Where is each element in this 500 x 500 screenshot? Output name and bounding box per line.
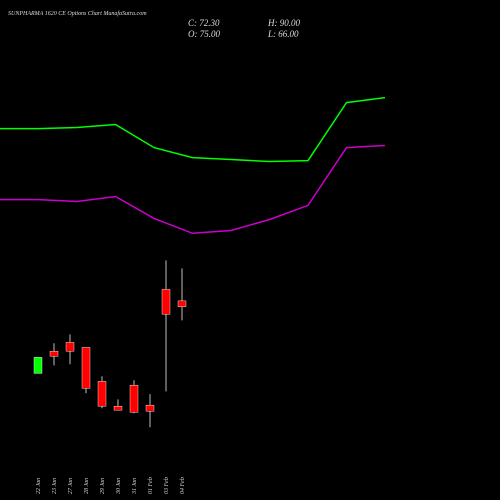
chart-title: SUNPHARMA 1620 CE Options Chart MunafaSu… bbox=[8, 10, 147, 17]
candle-body bbox=[145, 404, 155, 412]
x-tick-label: 30 Jan bbox=[116, 478, 122, 495]
band-line bbox=[0, 144, 386, 235]
candle-body bbox=[113, 406, 123, 411]
candle-body bbox=[97, 381, 107, 407]
candle-body bbox=[33, 357, 43, 374]
candle-body bbox=[65, 342, 75, 352]
x-tick-label: 22 Jan bbox=[36, 478, 42, 494]
x-tick-label: 03 Feb bbox=[164, 477, 170, 494]
x-tick-label: 27 Jan bbox=[68, 478, 74, 494]
x-tick-label: 29 Jan bbox=[100, 478, 106, 494]
open-label: O: 75.00 bbox=[188, 29, 220, 39]
x-tick-label: 04 Feb bbox=[179, 477, 186, 494]
x-tick-label: 23 Jan bbox=[52, 478, 58, 494]
band-line bbox=[0, 96, 386, 163]
x-tick-label: 28 Jan bbox=[84, 478, 90, 494]
candle-body bbox=[81, 347, 91, 389]
candle-body bbox=[129, 385, 139, 413]
low-label: L: 66.00 bbox=[267, 29, 299, 39]
high-label: H: 90.00 bbox=[267, 18, 300, 28]
x-tick-label: 01 Feb bbox=[148, 477, 154, 494]
candle-body bbox=[49, 351, 59, 357]
x-tick-label: 31 Jan bbox=[132, 478, 138, 495]
candle-body bbox=[161, 289, 171, 315]
close-label: C: 72.30 bbox=[188, 18, 220, 28]
candle-body bbox=[177, 300, 187, 307]
